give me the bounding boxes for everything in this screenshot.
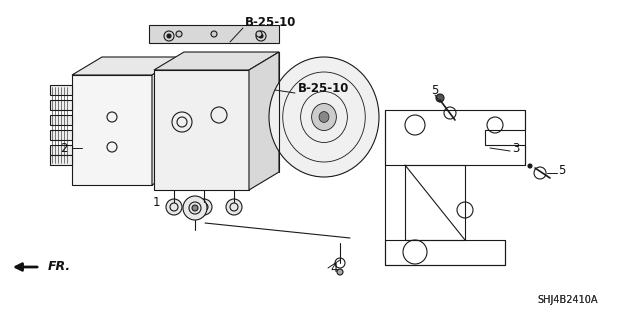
Circle shape [259,34,263,38]
Bar [154,70,249,190]
Text: 5: 5 [431,84,438,97]
Polygon shape [152,57,182,185]
Ellipse shape [319,112,329,122]
Text: FR.: FR. [48,261,71,273]
Bar [50,130,72,140]
Text: SHJ4B2410A: SHJ4B2410A [538,295,598,305]
Text: 2: 2 [61,142,68,154]
Text: B-25-10: B-25-10 [245,16,296,28]
Circle shape [436,94,444,102]
Bar [72,75,152,185]
Polygon shape [249,52,279,190]
Circle shape [167,34,171,38]
Polygon shape [154,52,279,70]
Text: SHJ4B2410A: SHJ4B2410A [538,295,598,305]
Circle shape [176,31,182,37]
Bar [50,115,72,125]
Circle shape [256,31,262,37]
Circle shape [192,205,198,211]
Circle shape [166,199,182,215]
Circle shape [196,199,212,215]
Text: 1: 1 [152,196,160,209]
Circle shape [211,31,217,37]
Text: B-25-10: B-25-10 [298,81,349,94]
Circle shape [183,196,207,220]
Bar [50,85,72,95]
Circle shape [528,164,532,168]
Text: 4: 4 [330,262,337,275]
Polygon shape [72,57,182,75]
Text: 5: 5 [558,164,565,176]
Bar [50,100,72,110]
Circle shape [337,269,343,275]
Ellipse shape [312,103,337,130]
Bar [50,155,72,165]
Circle shape [226,199,242,215]
Text: 3: 3 [512,142,520,154]
Bar [149,25,279,43]
Ellipse shape [269,57,379,177]
Bar [50,145,72,155]
